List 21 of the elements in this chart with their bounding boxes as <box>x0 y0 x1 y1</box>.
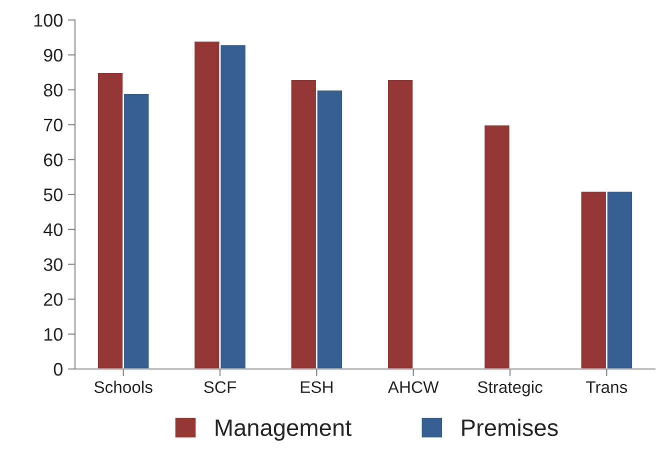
x-tick-label: SCF <box>204 381 236 394</box>
x-tick-label: ESH <box>300 381 332 394</box>
y-tick-label: 10 <box>44 328 62 341</box>
y-tick-label: 80 <box>44 84 62 97</box>
x-tick-label: AHCW <box>388 381 439 394</box>
x-tick-label: Strategic <box>478 380 542 396</box>
y-tick-label: 30 <box>44 258 62 272</box>
y-tick-label: 70 <box>44 118 62 132</box>
y-tick-label: 50 <box>44 188 62 202</box>
y-tick-label: 60 <box>44 154 62 166</box>
y-tick-label: 90 <box>44 48 62 62</box>
legend-label: Premises <box>462 418 558 436</box>
bar <box>386 78 414 369</box>
y-tick-label: 20 <box>44 293 62 306</box>
y-tick-label: 0 <box>54 362 62 376</box>
x-tick-label: Trans <box>586 381 628 394</box>
x-tick-label: Schools <box>94 380 152 394</box>
legend-label: Management <box>216 420 352 441</box>
bar <box>483 124 511 369</box>
y-tick-label: 100 <box>34 14 62 27</box>
y-tick-label: 40 <box>44 223 62 236</box>
